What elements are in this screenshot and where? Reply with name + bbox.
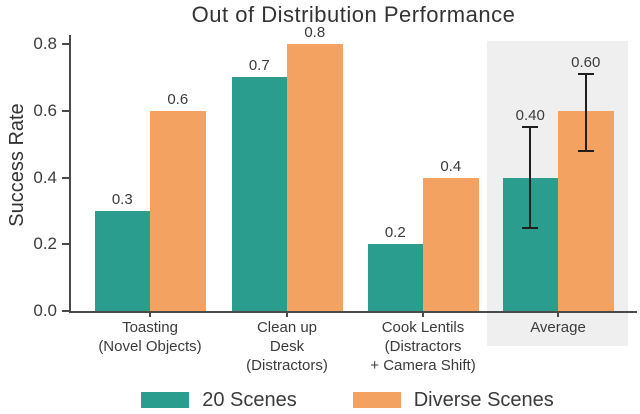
legend: 20 Scenes Diverse Scenes — [0, 388, 640, 412]
error-bar-cap-top — [577, 73, 594, 76]
bar-value-label: 0.7 — [248, 57, 270, 75]
error-bar-cap-bottom — [577, 149, 594, 152]
bar-value-label: 0.3 — [111, 190, 133, 208]
y-tick-label: 0.2 — [33, 234, 57, 254]
bar-value-label: 0.2 — [384, 224, 406, 242]
x-tick-mark — [422, 311, 424, 317]
x-axis-spine — [69, 311, 637, 313]
bar-20-scenes — [94, 210, 150, 311]
x-tick-mark — [149, 311, 151, 317]
bar-value-label: 0.4 — [440, 157, 462, 175]
x-category-label: Clean up Desk (Distractors) — [246, 319, 328, 374]
y-axis-label: Success Rate — [6, 103, 28, 227]
y-tick-label: 0.8 — [33, 34, 57, 53]
bar-value-label: 0.40 — [515, 107, 545, 125]
y-tick-label: 0.4 — [33, 167, 57, 187]
x-category-label: Average — [530, 319, 586, 336]
y-tick-mark — [62, 43, 69, 45]
y-tick-label: 0.0 — [33, 301, 57, 320]
bar-20-scenes — [367, 244, 423, 311]
y-tick-mark — [62, 310, 69, 312]
x-tick-mark — [557, 311, 559, 317]
y-tick-mark — [62, 176, 69, 179]
legend-swatch-icon — [141, 392, 190, 408]
bar-value-label: 0.60 — [571, 54, 601, 72]
y-axis-spine — [69, 35, 71, 313]
legend-label: 20 Scenes — [202, 388, 297, 411]
bar-diverse-scenes — [150, 110, 206, 311]
bar-diverse-scenes — [423, 177, 479, 311]
y-tick-mark — [62, 243, 69, 246]
legend-entry: Diverse Scenes — [352, 388, 554, 412]
bar-diverse-scenes — [287, 44, 343, 311]
error-bar-line — [529, 127, 532, 228]
chart-title: Out of Distribution Performance — [191, 2, 516, 27]
bar-20-scenes — [231, 77, 287, 311]
x-category-label: Toasting (Novel Objects) — [98, 319, 202, 355]
error-bar-line — [584, 74, 587, 151]
x-category-label: Cook Lentils (Distractors + Camera Shift… — [370, 319, 476, 374]
legend-swatch-icon — [352, 392, 401, 408]
legend-label: Diverse Scenes — [413, 388, 554, 411]
legend-entry: 20 Scenes — [141, 389, 297, 412]
y-tick-mark — [62, 109, 69, 112]
bar-value-label: 0.6 — [167, 90, 189, 108]
error-bar-cap-bottom — [522, 226, 539, 229]
y-tick-label: 0.6 — [33, 100, 57, 120]
bar-value-label: 0.8 — [304, 24, 326, 41]
error-bar-cap-top — [522, 126, 539, 129]
x-tick-mark — [286, 311, 288, 317]
